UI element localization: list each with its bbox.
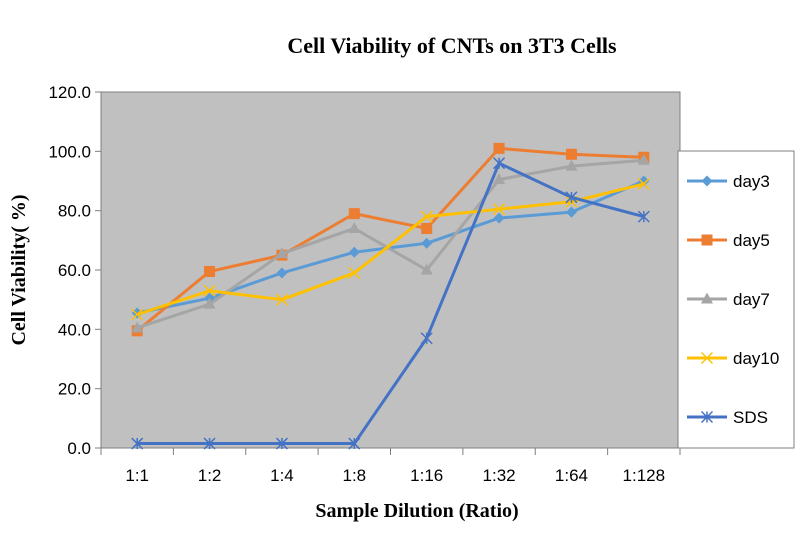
x-tick-label: 1:64	[555, 466, 588, 485]
data-point-SDS	[348, 437, 361, 450]
data-point-day5	[348, 208, 360, 220]
data-point-day7	[348, 221, 361, 233]
y-tick-label: 40.0	[58, 320, 91, 339]
legend-marker	[700, 410, 714, 424]
legend-item-day7: day7	[687, 290, 770, 309]
series-layer	[131, 142, 650, 450]
data-point-day10	[203, 284, 216, 297]
x-tick-label: 1:2	[198, 466, 222, 485]
data-point-SDS	[275, 437, 288, 450]
data-point-day7	[420, 263, 433, 275]
series-line-SDS	[137, 161, 645, 446]
data-point-SDS	[565, 191, 578, 204]
legend-item-day10: day10	[687, 349, 779, 368]
series-day7	[131, 153, 650, 333]
data-point-day3	[276, 267, 288, 279]
data-point-day10	[493, 203, 506, 216]
data-point-day7	[275, 247, 288, 259]
data-point-day3	[565, 206, 577, 218]
y-axis-title: Cell Viability( %)	[8, 194, 30, 345]
data-point-day10	[131, 308, 144, 321]
legend: day3 day5 day7 day10 SDS	[677, 150, 795, 449]
data-point-day3	[421, 237, 433, 249]
legend-marker	[701, 292, 713, 304]
data-point-day7	[203, 297, 216, 309]
legend-label: day3	[733, 172, 770, 191]
x-tick-label: 1:8	[342, 466, 366, 485]
legend-marker	[701, 175, 713, 187]
data-point-day7	[565, 159, 578, 171]
data-point-day10	[275, 293, 288, 306]
data-point-SDS	[493, 157, 506, 170]
legend-marker	[701, 234, 713, 246]
data-point-day10	[420, 210, 433, 223]
x-tick-label: 1:128	[623, 466, 666, 485]
series-SDS	[131, 157, 650, 450]
y-tick-label: 80.0	[58, 202, 91, 221]
legend-label: SDS	[733, 408, 768, 427]
x-tick-label: 1:32	[483, 466, 516, 485]
legend-label: day10	[733, 349, 779, 368]
data-point-day7	[637, 153, 650, 165]
data-point-day5	[565, 148, 577, 160]
legend-label: day5	[733, 231, 770, 250]
y-tick-label: 60.0	[58, 261, 91, 280]
data-point-day7	[493, 173, 506, 185]
data-point-SDS	[203, 437, 216, 450]
x-tick-label: 1:4	[270, 466, 294, 485]
x-axis: 1:1 1:2 1:4 1:8 1:16 1:32 1:64 1:128	[100, 447, 681, 485]
legend-label: day7	[733, 290, 770, 309]
y-tick-label: 120.0	[48, 83, 91, 102]
x-tick-label: 1:1	[125, 466, 149, 485]
y-axis: 0.0 20.0 40.0 60.0 80.0 100.0 120.0	[48, 83, 102, 458]
series-line-day7	[136, 158, 644, 330]
x-axis-title: Sample Dilution (Ratio)	[315, 500, 518, 522]
plot-area	[100, 91, 681, 449]
chart-title: Cell Viability of CNTs on 3T3 Cells	[287, 33, 617, 58]
y-tick-label: 0.0	[67, 439, 91, 458]
data-point-day3	[348, 246, 360, 258]
data-point-day5	[493, 142, 505, 154]
data-point-day10	[637, 177, 650, 190]
legend-item-day5: day5	[687, 231, 770, 250]
data-point-SDS	[131, 437, 144, 450]
data-point-day3	[493, 212, 505, 224]
x-tick-label: 1:16	[410, 466, 443, 485]
y-tick-label: 100.0	[48, 142, 91, 161]
data-point-day5	[421, 222, 433, 234]
data-point-day10	[348, 266, 361, 279]
legend-item-SDS: SDS	[687, 408, 768, 427]
series-day10	[131, 177, 650, 321]
legend-item-day3: day3	[687, 172, 770, 191]
data-point-day5	[204, 265, 216, 277]
y-tick-label: 20.0	[58, 380, 91, 399]
data-point-SDS	[420, 332, 433, 345]
legend-marker	[700, 351, 714, 365]
data-point-day7	[131, 321, 144, 333]
series-line-day10	[136, 182, 645, 316]
data-point-SDS	[637, 210, 650, 223]
series-line-day5	[136, 146, 644, 332]
